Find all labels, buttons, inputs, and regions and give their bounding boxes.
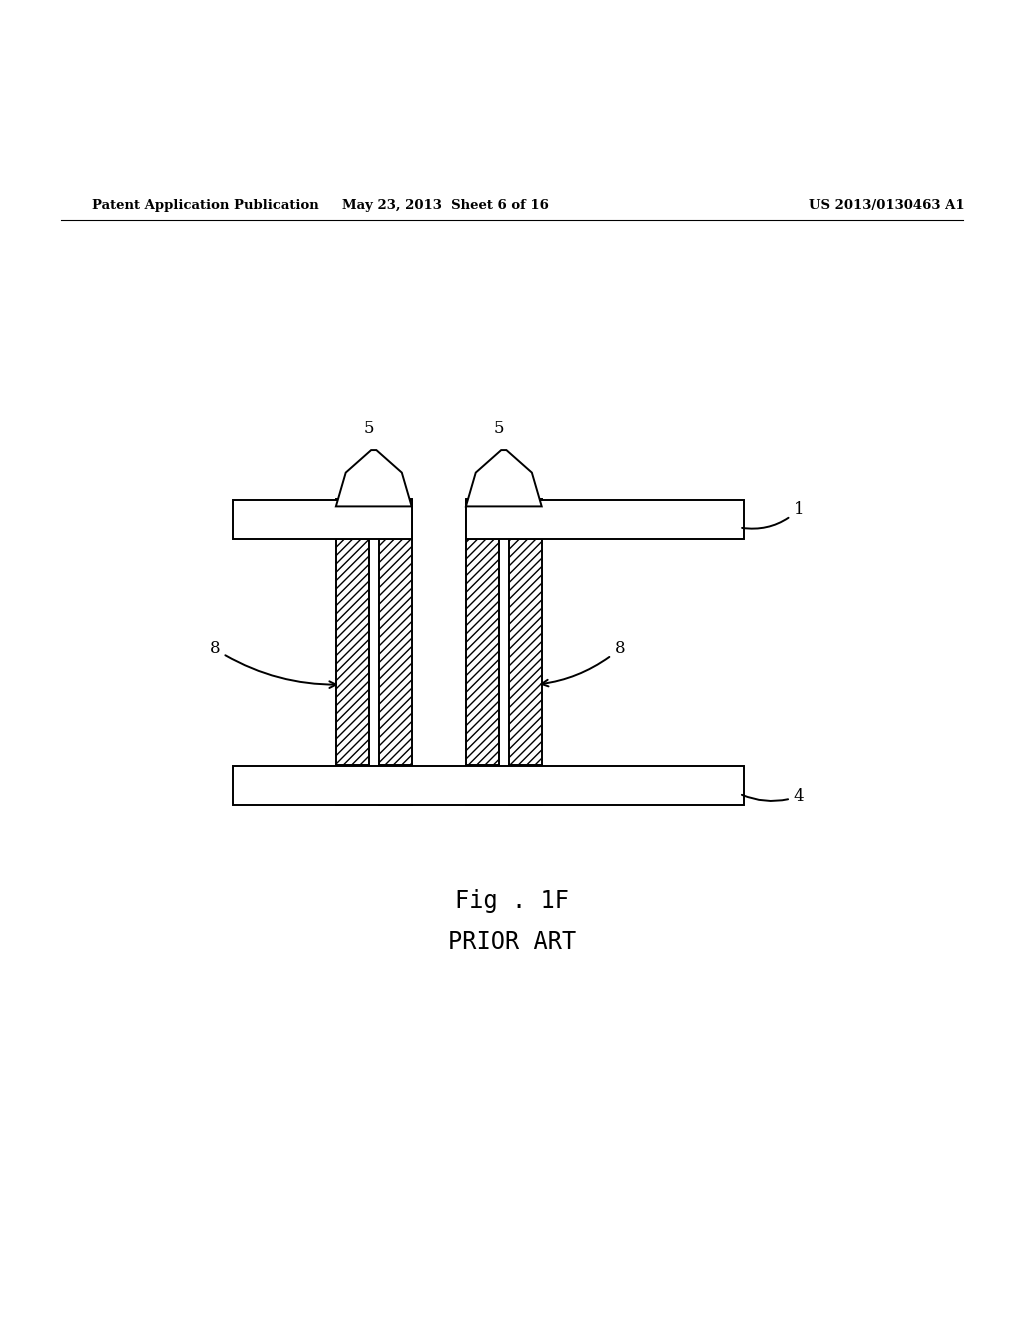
- Bar: [509, 499, 542, 539]
- Bar: [379, 766, 412, 805]
- Bar: [509, 507, 542, 804]
- Text: May 23, 2013  Sheet 6 of 16: May 23, 2013 Sheet 6 of 16: [342, 199, 549, 211]
- Text: Fig . 1F: Fig . 1F: [455, 888, 569, 912]
- Bar: [233, 767, 744, 805]
- Text: Patent Application Publication: Patent Application Publication: [92, 199, 318, 211]
- Bar: [336, 766, 369, 805]
- Text: US 2013/0130463 A1: US 2013/0130463 A1: [809, 199, 965, 211]
- Bar: [379, 507, 412, 804]
- Text: 5: 5: [364, 420, 374, 437]
- Bar: [466, 507, 499, 804]
- Bar: [336, 507, 369, 804]
- Bar: [509, 766, 542, 805]
- Text: 5: 5: [494, 420, 504, 437]
- Text: 8: 8: [210, 640, 336, 688]
- Bar: [466, 500, 744, 539]
- Text: 4: 4: [741, 788, 804, 805]
- Bar: [466, 499, 499, 539]
- Polygon shape: [466, 450, 542, 507]
- Bar: [233, 500, 412, 539]
- Bar: [336, 499, 369, 539]
- Text: PRIOR ART: PRIOR ART: [447, 929, 577, 953]
- Bar: [466, 766, 499, 805]
- Text: 8: 8: [542, 640, 625, 686]
- Text: 1: 1: [742, 502, 804, 528]
- Polygon shape: [336, 450, 412, 507]
- Bar: [379, 499, 412, 539]
